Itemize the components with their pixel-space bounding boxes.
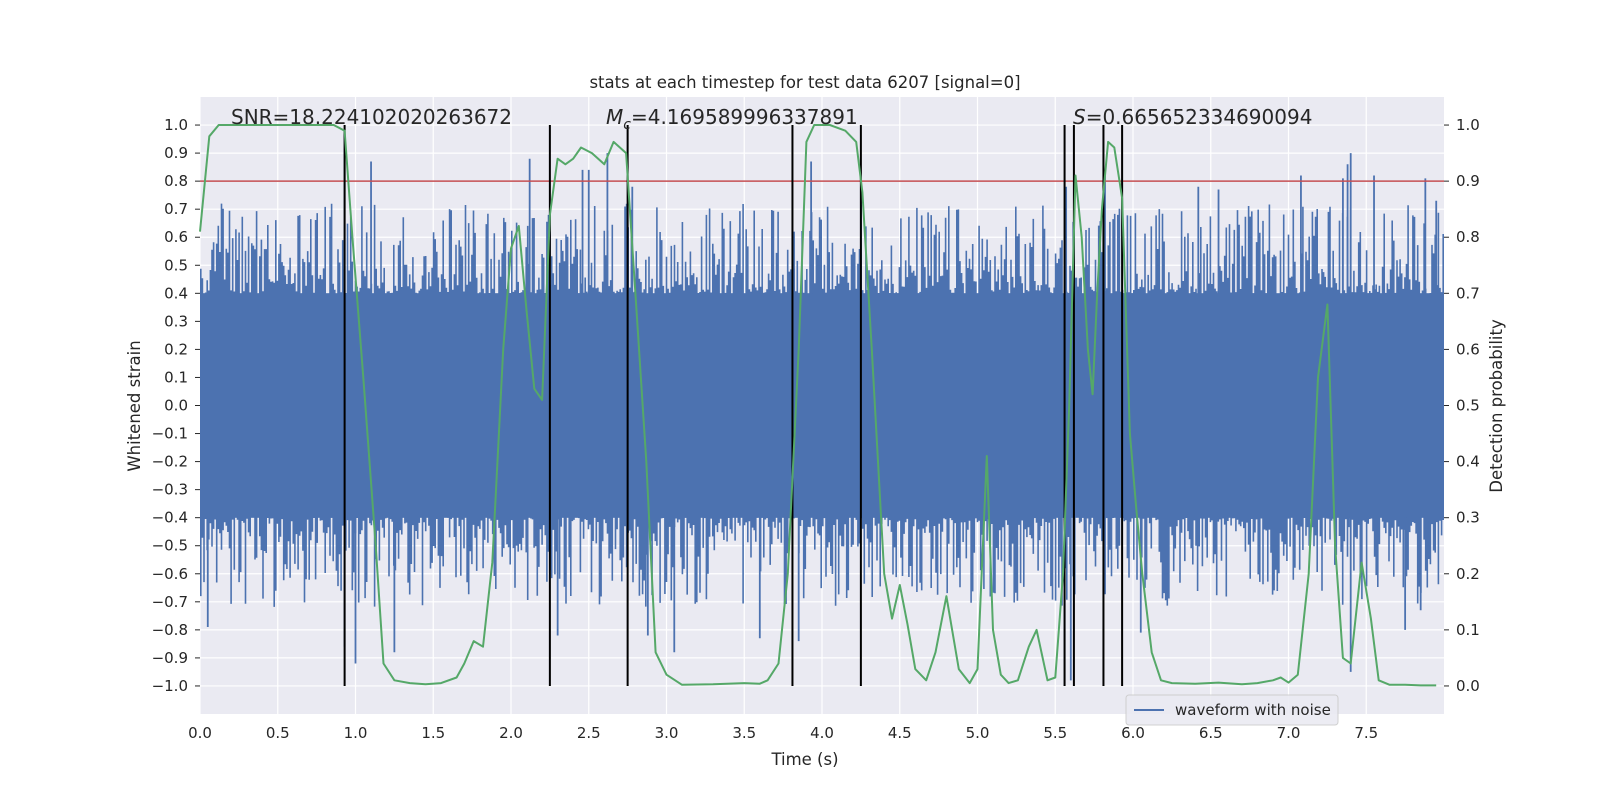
x-tick-label: 3.0	[655, 724, 679, 742]
x-tick-label: 1.0	[344, 724, 368, 742]
y-left-tick-label: 0.4	[164, 284, 188, 302]
x-tick-label: 2.5	[577, 724, 601, 742]
x-tick-label: 0.5	[266, 724, 290, 742]
y-right-tick-label: 1.0	[1456, 116, 1480, 134]
legend-label: waveform with noise	[1175, 701, 1331, 719]
chart-title: stats at each timestep for test data 620…	[589, 73, 1020, 92]
spin-annotation: S=0.665652334690094	[1073, 105, 1312, 129]
chirp-mass-symbol: M	[606, 105, 623, 129]
y-left-tick-label: −0.5	[152, 537, 188, 555]
y-left-tick-label: −0.2	[152, 453, 188, 471]
y-left-tick-label: 0.0	[164, 397, 188, 415]
x-tick-label: 2.0	[499, 724, 523, 742]
y-left-tick-label: 0.9	[164, 144, 188, 162]
y-right-tick-label: 0.7	[1456, 284, 1480, 302]
x-axis-label: Time (s)	[770, 750, 838, 769]
y-left-tick-label: −0.8	[152, 621, 188, 639]
x-tick-label: 3.5	[732, 724, 756, 742]
event-lines	[343, 125, 1124, 686]
y-right-tick-label: 0.5	[1456, 397, 1480, 415]
waveform-series	[200, 130, 1444, 686]
y-right-tick-label: 0.3	[1456, 509, 1480, 527]
x-tick-label: 4.0	[810, 724, 834, 742]
y-left-tick-label: −0.1	[152, 425, 188, 443]
y-left-tick-label: −0.7	[152, 593, 188, 611]
y-right-tick-label: 0.1	[1456, 621, 1480, 639]
x-tick-label: 5.0	[966, 724, 990, 742]
y-right-tick-label: 0.8	[1456, 228, 1480, 246]
y-left-tick-label: 0.3	[164, 312, 188, 330]
y-axis-left-label: Whitened strain	[125, 340, 144, 471]
x-tick-label: 4.5	[888, 724, 912, 742]
chirp-mass-value: =4.169589996337891	[631, 105, 858, 129]
y-right-tick-label: 0.0	[1456, 677, 1480, 695]
y-right-tick-label: 0.4	[1456, 453, 1480, 471]
y-left-tick-label: −0.4	[152, 509, 188, 527]
y-left-tick-label: −0.6	[152, 565, 188, 583]
chirp-mass-subscript: c	[623, 117, 631, 133]
x-tick-label: 5.5	[1043, 724, 1067, 742]
snr-annotation: SNR=18.224102020263672	[231, 105, 512, 129]
x-tick-label: 6.5	[1199, 724, 1223, 742]
detection-probability-line	[199, 124, 1437, 687]
y-left-tick-label: 0.8	[164, 172, 188, 190]
y-left-tick-label: 1.0	[164, 116, 188, 134]
x-tick-label: 1.5	[421, 724, 445, 742]
detection-probability-series	[199, 124, 1437, 687]
y-left-tick-label: 0.5	[164, 256, 188, 274]
x-tick-label: 7.5	[1354, 724, 1378, 742]
x-tick-label: 0.0	[188, 724, 212, 742]
y-right-tick-label: 0.9	[1456, 172, 1480, 190]
legend: waveform with noise	[1125, 694, 1339, 726]
y-right-tick-label: 0.2	[1456, 565, 1480, 583]
y-axis-right-label: Detection probability	[1487, 319, 1506, 493]
y-right-tick-label: 0.6	[1456, 340, 1480, 358]
axis-ticks: 0.0 0.5 1.0 1.5 2.0 2.5 3.0 3.5 4.0 4.5 5.0 5.5 6.0 6…	[152, 116, 1480, 742]
spin-value: =0.665652334690094	[1086, 105, 1313, 129]
y-left-tick-label: −0.3	[152, 481, 188, 499]
y-left-tick-label: 0.2	[164, 340, 188, 358]
waveform-core-band	[200, 293, 1444, 518]
x-tick-label: 6.0	[1121, 724, 1145, 742]
spin-symbol: S	[1073, 105, 1086, 129]
legend-box	[1125, 694, 1339, 726]
x-tick-label: 7.0	[1277, 724, 1301, 742]
chirp-mass-annotation: Mc=4.169589996337891	[606, 105, 858, 133]
y-left-tick-label: 0.1	[164, 368, 188, 386]
y-left-tick-label: 0.6	[164, 228, 188, 246]
y-left-tick-label: 0.7	[164, 200, 188, 218]
y-left-tick-label: −0.9	[152, 649, 188, 667]
y-left-tick-label: −1.0	[152, 677, 188, 695]
